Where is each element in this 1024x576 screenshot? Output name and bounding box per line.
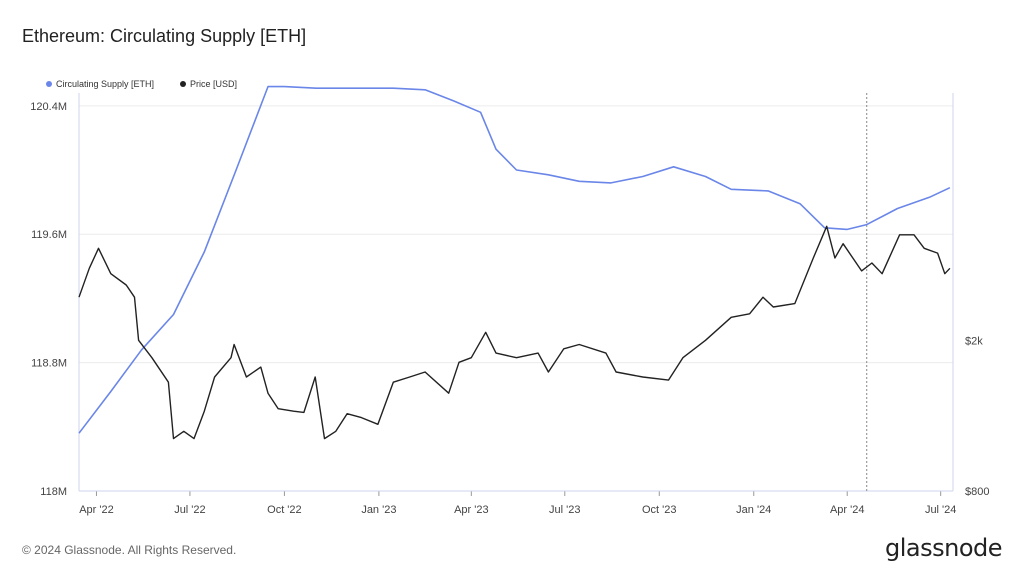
x-tick-label: Apr '22 bbox=[79, 504, 114, 516]
glassnode-logo: glassnode bbox=[884, 534, 1003, 562]
x-tick-label: Apr '24 bbox=[830, 504, 865, 516]
x-tick-label: Jul '23 bbox=[549, 504, 580, 516]
x-tick-label: Jul '24 bbox=[925, 504, 956, 516]
x-tick-label: Oct '23 bbox=[642, 504, 677, 516]
x-tick-label: Apr '23 bbox=[454, 504, 489, 516]
legend-label-price: Price [USD] bbox=[190, 79, 238, 89]
y-right-tick-label: $800 bbox=[965, 486, 989, 498]
y-left-tick-label: 118M bbox=[40, 486, 67, 498]
copyright-footer: © 2024 Glassnode. All Rights Reserved. bbox=[22, 543, 237, 557]
legend-item-supply[interactable]: Circulating Supply [ETH] bbox=[46, 79, 154, 89]
x-tick-label: Oct '22 bbox=[267, 504, 302, 516]
y-right-tick-label: $2k bbox=[965, 335, 983, 347]
x-tick-label: Jan '24 bbox=[736, 504, 771, 516]
y-left-tick-label: 118.8M bbox=[31, 358, 67, 370]
series-line-price bbox=[78, 225, 951, 440]
legend-label-supply: Circulating Supply [ETH] bbox=[56, 79, 155, 89]
y-left-tick-label: 120.4M bbox=[30, 101, 67, 113]
legend-dot-price bbox=[180, 81, 187, 87]
legend: Circulating Supply [ETH] Price [USD] bbox=[46, 79, 237, 89]
x-tick-label: Jan '23 bbox=[361, 504, 396, 516]
x-tick-label: Jul '22 bbox=[174, 504, 205, 516]
y-left-tick-label: 119.6M bbox=[31, 229, 67, 241]
legend-dot-supply bbox=[46, 81, 52, 87]
series-line-supply bbox=[78, 85, 951, 434]
legend-item-price[interactable]: Price [USD] bbox=[180, 79, 237, 89]
chart-title: Ethereum: Circulating Supply [ETH] bbox=[22, 26, 307, 46]
